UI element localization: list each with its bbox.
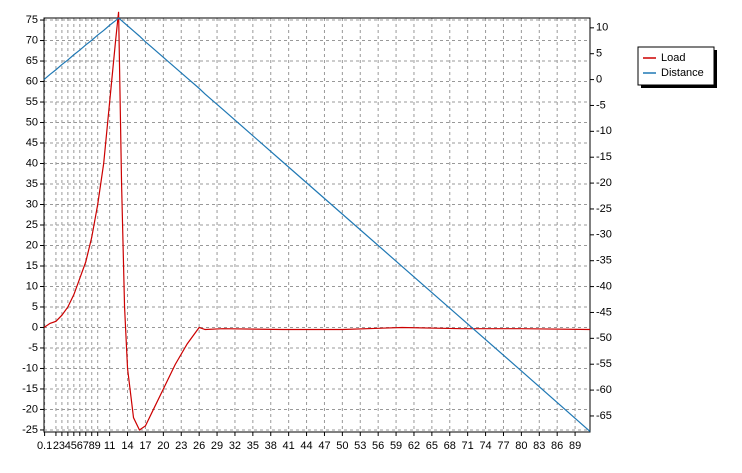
x-tick-label: 29: [211, 440, 223, 452]
legend-label: Distance: [661, 67, 704, 79]
y2-tick-label: 5: [596, 48, 602, 60]
y2-tick-label: -25: [596, 203, 612, 215]
x-tick-label: 68: [444, 440, 456, 452]
x-tick-label: 26: [193, 440, 205, 452]
y-tick-label: -5: [28, 342, 38, 354]
x-tick-label: 2: [53, 440, 59, 452]
x-tick-label: 71: [462, 440, 474, 452]
x-tick-label: 56: [372, 440, 384, 452]
series-line: [43, 17, 591, 432]
y-tick-label: 25: [26, 219, 38, 231]
x-tick-label: 17: [139, 440, 151, 452]
x-tick-label: 14: [121, 440, 133, 452]
x-tick-label: 77: [497, 440, 509, 452]
y-tick-label: 40: [26, 157, 38, 169]
y-tick-label: -25: [22, 424, 38, 436]
x-tick-label: 62: [408, 440, 420, 452]
y-tick-label: 70: [26, 34, 38, 46]
x-tick-label: 50: [336, 440, 348, 452]
y-tick-label: -20: [22, 403, 38, 415]
y2-tick-label: -45: [596, 306, 612, 318]
y2-tick-label: 10: [596, 22, 608, 34]
x-tick-label: 44: [300, 440, 312, 452]
x-tick-label: 35: [247, 440, 259, 452]
x-tick-label: 6: [77, 440, 83, 452]
y-tick-label: 65: [26, 55, 38, 67]
x-tick-label: 38: [265, 440, 277, 452]
x-tick-label: 59: [390, 440, 402, 452]
x-tick-label: 83: [533, 440, 545, 452]
y-tick-label: 20: [26, 239, 38, 251]
x-tick-label: 7: [83, 440, 89, 452]
y-tick-label: -10: [22, 362, 38, 374]
x-tick-label: 65: [426, 440, 438, 452]
y-tick-label: 45: [26, 137, 38, 149]
x-tick-label: 20: [157, 440, 169, 452]
y2-tick-label: 0: [596, 73, 602, 85]
series-line: [43, 11, 591, 431]
y2-tick-label: -55: [596, 358, 612, 370]
y2-tick-label: -65: [596, 410, 612, 422]
y2-tick-label: -40: [596, 280, 612, 292]
y-tick-label: 50: [26, 116, 38, 128]
y-tick-label: 30: [26, 198, 38, 210]
y2-tick-label: -35: [596, 255, 612, 267]
y2-tick-label: -15: [596, 151, 612, 163]
legend-box: [637, 46, 715, 86]
y2-tick-label: -30: [596, 229, 612, 241]
x-tick-label: 32: [229, 440, 241, 452]
x-tick-label: 4: [65, 440, 71, 452]
y2-tick-label: -10: [596, 125, 612, 137]
x-tick-label: 89: [569, 440, 581, 452]
x-tick-label: 8: [89, 440, 95, 452]
y-tick-label: 35: [26, 178, 38, 190]
x-tick-label: 74: [479, 440, 491, 452]
x-tick-label: 0.1: [37, 440, 52, 452]
y2-tick-label: -50: [596, 332, 612, 344]
y-tick-label: 5: [32, 301, 38, 313]
y-tick-label: -15: [22, 383, 38, 395]
x-tick-label: 3: [59, 440, 65, 452]
y-tick-label: 60: [26, 75, 38, 87]
x-tick-label: 11: [104, 440, 115, 452]
x-tick-label: 23: [175, 440, 187, 452]
y2-tick-label: -5: [596, 99, 606, 111]
plot-frame: [43, 17, 591, 433]
y-tick-label: 75: [26, 14, 38, 26]
x-tick-label: 47: [318, 440, 330, 452]
legend-label: Load: [661, 52, 685, 64]
y2-tick-label: -20: [596, 177, 612, 189]
y-tick-label: 15: [26, 260, 38, 272]
x-tick-label: 41: [283, 440, 295, 452]
x-tick-label: 80: [515, 440, 527, 452]
y-tick-label: 10: [26, 280, 38, 292]
y-tick-label: 55: [26, 96, 38, 108]
y-tick-label: 0: [32, 321, 38, 333]
x-tick-label: 9: [95, 440, 101, 452]
y2-tick-label: -60: [596, 384, 612, 396]
x-tick-label: 5: [71, 440, 77, 452]
x-tick-label: 53: [354, 440, 366, 452]
x-tick-label: 86: [551, 440, 563, 452]
